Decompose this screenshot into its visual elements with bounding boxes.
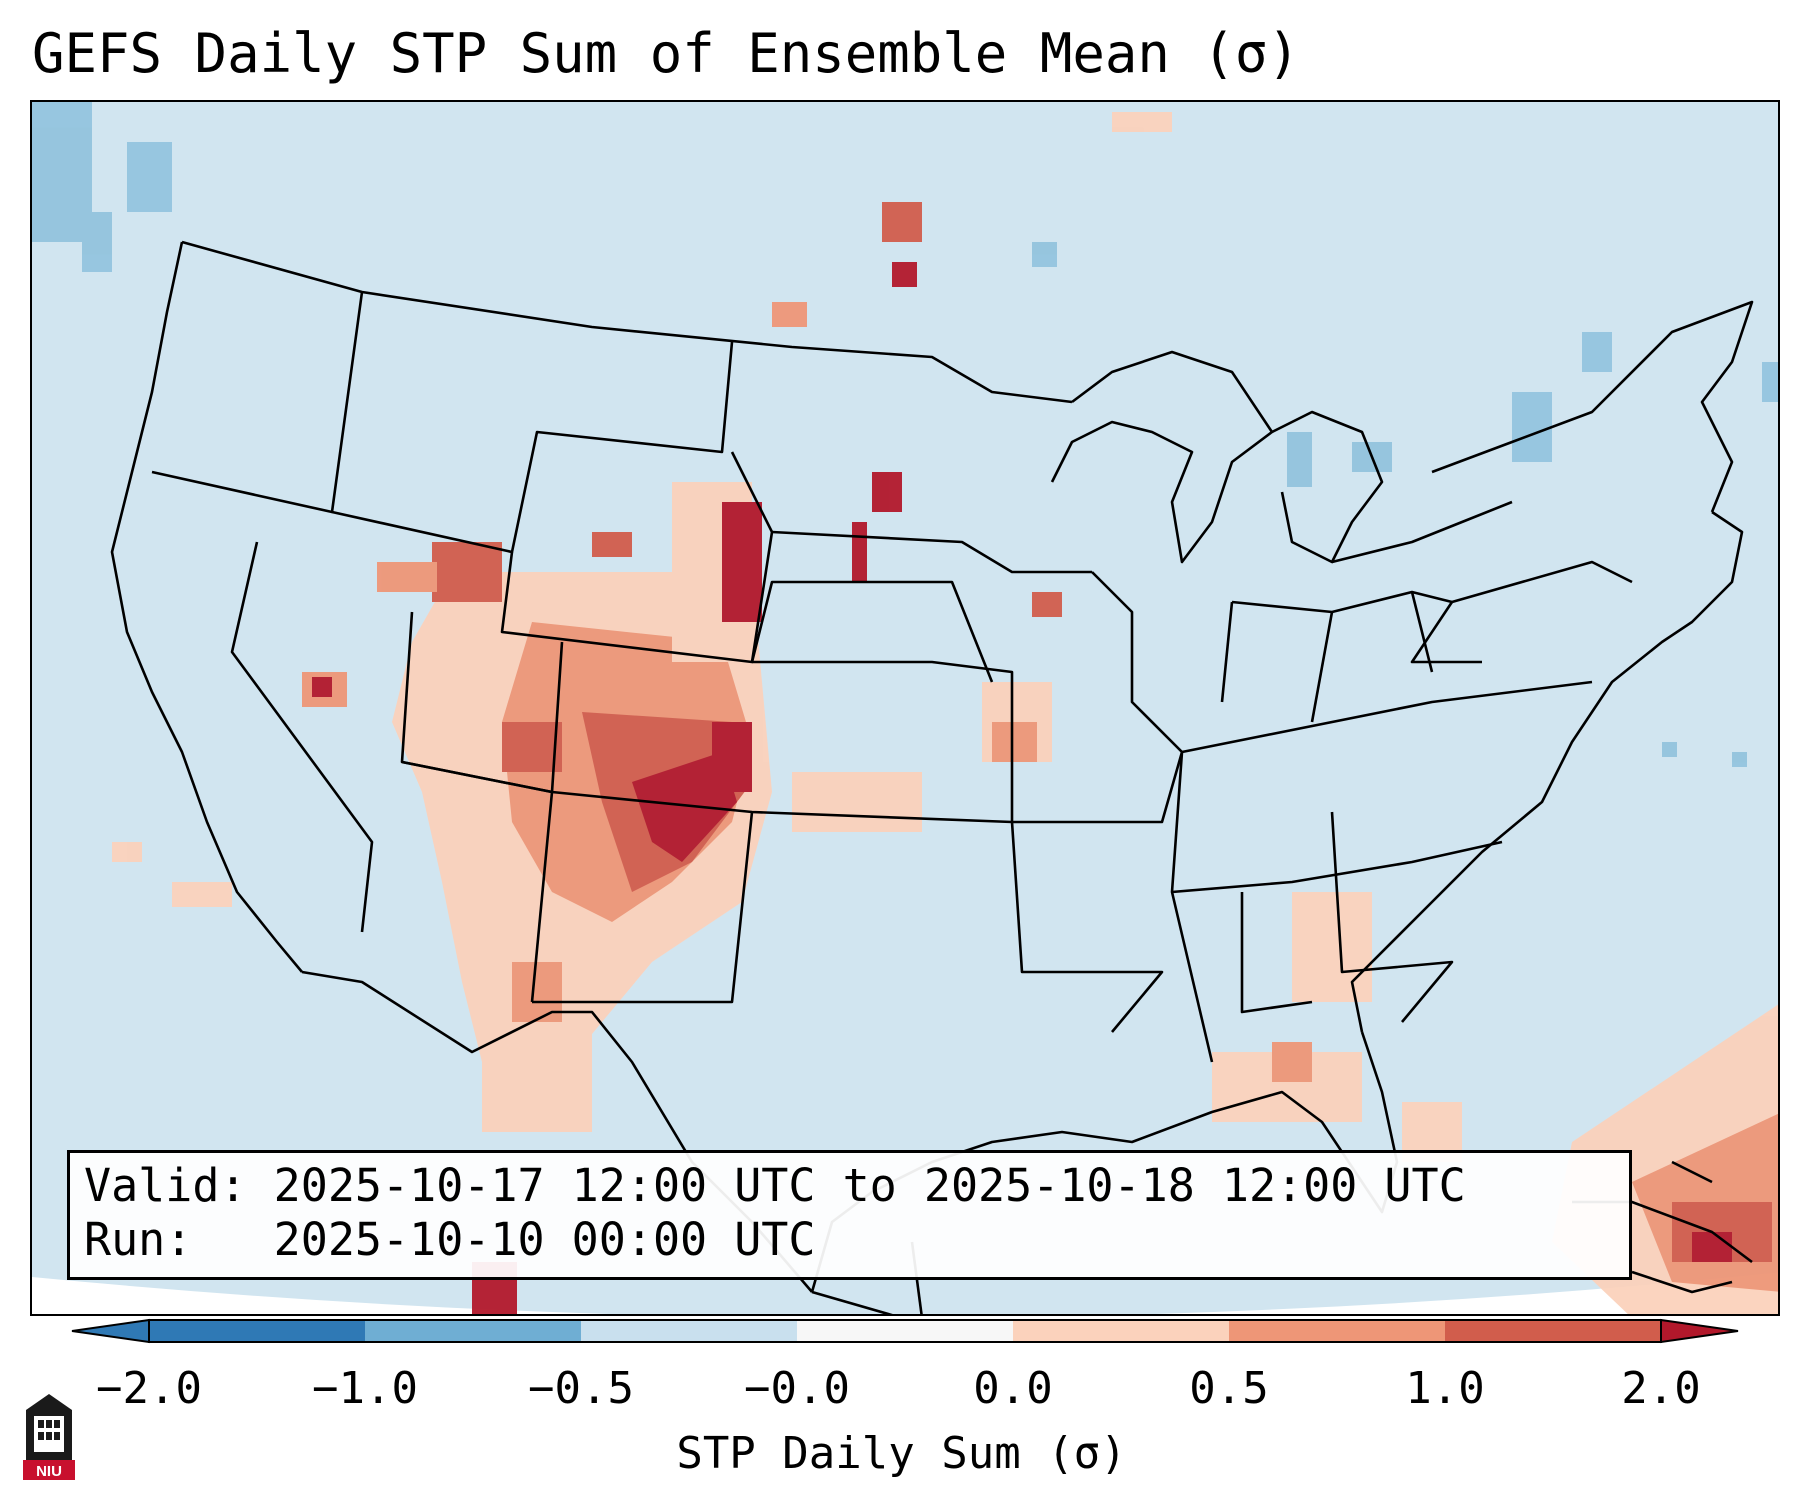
- valid-run-info: Valid: 2025-10-17 12:00 UTC to 2025-10-1…: [67, 1150, 1632, 1280]
- niu-logo: NIU: [23, 1394, 75, 1480]
- colorbar-tick-label: −0.0: [744, 1363, 850, 1414]
- projection-domain: [32, 102, 1778, 1314]
- boundaries: [110, 240, 1754, 1314]
- colorbar-tick-label: 0.5: [1189, 1363, 1269, 1414]
- colorbar-tick-label: −2.0: [96, 1363, 202, 1414]
- colorbar-tick-label: 1.0: [1405, 1363, 1485, 1414]
- colorbar-segment: [797, 1320, 1013, 1342]
- stp-shading: [32, 102, 1778, 1314]
- colorbar-label: STP Daily Sum (σ): [676, 1428, 1127, 1479]
- colorbar-tick-label: −0.5: [528, 1363, 634, 1414]
- colorbar-segment: [581, 1320, 797, 1342]
- colorbar-segment: [365, 1320, 581, 1342]
- colorbar-extend-low: [71, 1318, 150, 1344]
- colorbar-segment: [149, 1320, 365, 1342]
- colorbar-segment: [1229, 1320, 1445, 1342]
- colorbar-tick-label: 0.0: [973, 1363, 1053, 1414]
- colorbar-extend-high: [1660, 1318, 1739, 1344]
- colorbar: [71, 1318, 1739, 1344]
- colorbar-tick-label: −1.0: [312, 1363, 418, 1414]
- map-panel[interactable]: [30, 100, 1780, 1316]
- run-time-text: Run: 2025-10-10 00:00 UTC: [84, 1213, 816, 1266]
- valid-time-text: Valid: 2025-10-17 12:00 UTC to 2025-10-1…: [84, 1159, 1466, 1212]
- colorbar-frame: [148, 1319, 1662, 1343]
- colorbar-segment: [1013, 1320, 1229, 1342]
- map-title: GEFS Daily STP Sum of Ensemble Mean (σ): [32, 22, 1300, 85]
- colorbar-segment: [1445, 1320, 1661, 1342]
- svg-text:NIU: NIU: [36, 1463, 62, 1480]
- conus-map: [32, 102, 1778, 1314]
- colorbar-tick-label: 2.0: [1621, 1363, 1701, 1414]
